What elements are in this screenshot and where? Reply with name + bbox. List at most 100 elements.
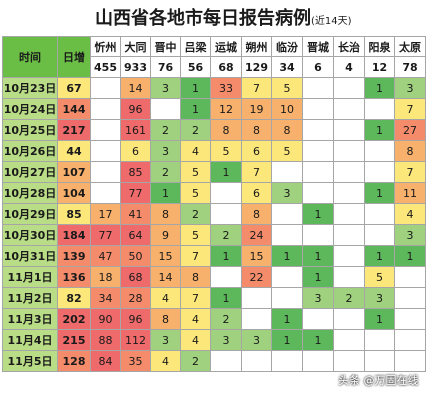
case-cell <box>364 140 395 162</box>
case-cell: 1 <box>302 266 334 288</box>
case-cell: 2 <box>150 161 181 183</box>
increase-cell: 85 <box>57 203 91 225</box>
case-cell <box>333 350 365 372</box>
city-header: 忻州 <box>90 36 121 57</box>
case-cell: 8 <box>271 119 303 141</box>
date-cell: 10月31日 <box>2 245 58 267</box>
case-cell: 1 <box>210 161 242 183</box>
case-cell: 1 <box>364 119 395 141</box>
watermark: 头条 @万固在线 <box>338 372 419 388</box>
watermark-text: 头条 @万固在线 <box>338 374 419 387</box>
city-total: 455 <box>90 56 121 78</box>
case-cell <box>210 266 242 288</box>
case-cell: 3 <box>394 77 426 99</box>
city-total: 68 <box>210 56 242 78</box>
case-cell: 4 <box>180 308 211 330</box>
case-cell: 4 <box>180 140 211 162</box>
case-cell: 2 <box>333 287 365 309</box>
data-row: 10月23日 67 14 3 1 33 7 5 1 3 <box>2 77 426 99</box>
case-cell: 4 <box>394 203 426 225</box>
case-cell <box>333 161 365 183</box>
case-cell <box>150 98 181 120</box>
case-cell <box>333 308 365 330</box>
city-total: 78 <box>394 56 426 78</box>
case-cell: 1 <box>364 308 395 330</box>
case-cell: 15 <box>150 245 181 267</box>
case-cell <box>90 161 121 183</box>
case-cell: 1 <box>271 329 303 351</box>
case-cell: 1 <box>302 203 334 225</box>
case-cell: 1 <box>271 308 303 330</box>
case-cell: 47 <box>90 245 121 267</box>
case-cell <box>302 161 334 183</box>
case-cell <box>271 224 303 246</box>
case-cell: 10 <box>271 98 303 120</box>
case-table: 时间 日增 忻州 大同 晋中 吕梁 运城 朔州 临汾 晋城 长治 阳泉 太原 455 933 76 56 68 12… <box>2 36 426 372</box>
case-cell: 28 <box>120 287 151 309</box>
increase-cell: 136 <box>57 266 91 288</box>
case-cell: 161 <box>120 119 151 141</box>
case-cell: 8 <box>180 266 211 288</box>
increase-cell: 104 <box>57 182 91 204</box>
case-cell: 1 <box>210 245 242 267</box>
case-cell: 12 <box>210 98 242 120</box>
header-row: 时间 日增 忻州 大同 晋中 吕梁 运城 朔州 临汾 晋城 长治 阳泉 太原 <box>2 36 426 78</box>
data-row: 11月1日 136 18 68 14 8 22 1 5 <box>2 266 426 288</box>
increase-cell: 202 <box>57 308 91 330</box>
data-row: 10月28日 104 77 1 5 6 3 1 11 <box>2 182 426 204</box>
case-cell: 1 <box>302 329 334 351</box>
case-cell: 85 <box>120 161 151 183</box>
case-cell: 3 <box>394 224 426 246</box>
city-header: 吕梁 <box>180 36 211 57</box>
data-row: 10月30日 184 77 64 9 5 2 24 3 <box>2 224 426 246</box>
case-cell <box>333 140 365 162</box>
city-header: 长治 <box>333 36 365 57</box>
increase-cell: 217 <box>57 119 91 141</box>
increase-cell: 128 <box>57 350 91 372</box>
date-cell: 10月26日 <box>2 140 58 162</box>
case-cell: 5 <box>271 140 303 162</box>
city-total: 4 <box>333 56 365 78</box>
case-cell: 2 <box>180 119 211 141</box>
date-cell: 10月30日 <box>2 224 58 246</box>
date-cell: 10月27日 <box>2 161 58 183</box>
case-cell: 1 <box>180 77 211 99</box>
data-row: 10月26日 44 6 3 4 5 6 5 8 <box>2 140 426 162</box>
case-cell <box>210 203 242 225</box>
case-cell <box>394 287 426 309</box>
report-title: 山西省各地市每日报告病例(近14天) <box>95 4 352 30</box>
city-header: 阳泉 <box>364 36 395 57</box>
case-cell <box>333 329 365 351</box>
city-header: 太原 <box>394 36 426 57</box>
city-total: 933 <box>120 56 151 78</box>
case-cell: 24 <box>241 224 272 246</box>
case-cell: 5 <box>180 161 211 183</box>
case-cell: 77 <box>120 182 151 204</box>
case-cell: 15 <box>241 245 272 267</box>
data-row: 10月24日 144 96 1 12 19 10 7 <box>2 98 426 120</box>
case-cell: 3 <box>302 287 334 309</box>
case-cell: 1 <box>364 77 395 99</box>
case-cell: 3 <box>271 182 303 204</box>
case-cell <box>394 308 426 330</box>
case-cell <box>333 203 365 225</box>
date-cell: 11月1日 <box>2 266 58 288</box>
case-cell <box>364 161 395 183</box>
date-cell: 10月23日 <box>2 77 58 99</box>
increase-cell: 139 <box>57 245 91 267</box>
case-cell: 90 <box>90 308 121 330</box>
case-cell <box>90 182 121 204</box>
case-cell <box>210 182 242 204</box>
case-cell: 27 <box>394 119 426 141</box>
case-cell: 3 <box>241 329 272 351</box>
case-cell: 8 <box>210 119 242 141</box>
report-title-main: 山西省各地市每日报告病例 <box>95 8 311 29</box>
case-cell: 5 <box>180 224 211 246</box>
data-row: 10月27日 107 85 2 5 1 7 7 <box>2 161 426 183</box>
case-cell <box>394 266 426 288</box>
case-cell: 17 <box>90 203 121 225</box>
case-cell: 1 <box>394 245 426 267</box>
case-cell <box>241 287 272 309</box>
case-cell <box>394 329 426 351</box>
case-cell <box>241 350 272 372</box>
